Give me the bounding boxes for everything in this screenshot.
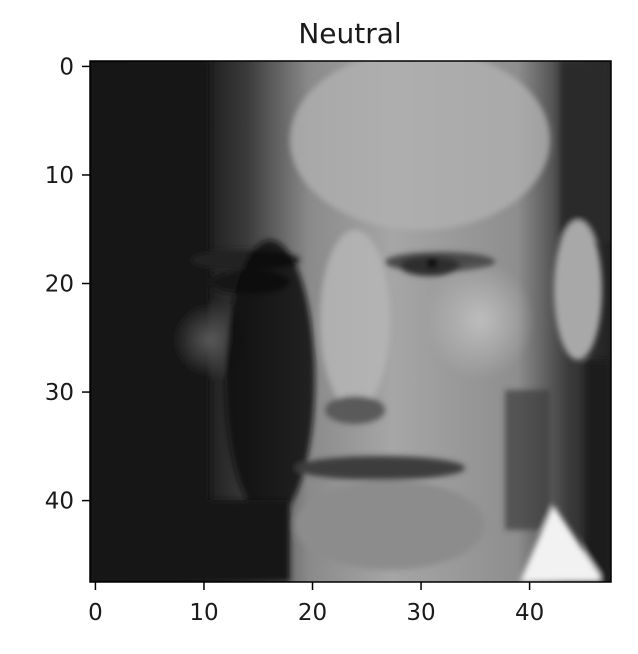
- y-tick-label: 20: [45, 272, 74, 298]
- x-tick-label: 10: [189, 600, 218, 626]
- x-tick-label: 0: [88, 600, 103, 626]
- x-tick-label: 20: [298, 600, 327, 626]
- plot-title: Neutral: [298, 17, 401, 50]
- y-axis-ticks: 0 10 20 30 40: [45, 54, 90, 515]
- x-tick-label: 30: [406, 600, 435, 626]
- y-tick-label: 30: [45, 380, 74, 406]
- y-tick-label: 10: [45, 163, 74, 189]
- x-tick-label: 40: [515, 600, 544, 626]
- y-tick-label: 0: [59, 54, 74, 80]
- face-photo: [90, 61, 611, 582]
- y-tick-label: 40: [45, 489, 74, 515]
- x-axis-ticks: 0 10 20 30 40: [88, 582, 544, 626]
- axes-frame: [89, 60, 612, 583]
